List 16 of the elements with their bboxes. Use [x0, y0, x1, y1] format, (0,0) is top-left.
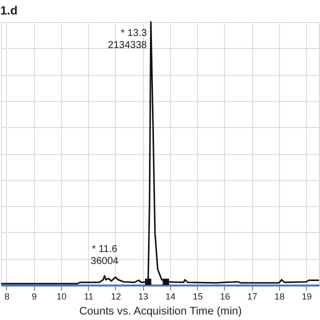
x-tick-label: 11	[84, 292, 94, 302]
annotation: * 11.6 36004	[90, 244, 119, 267]
x-tick-label: 16	[220, 292, 230, 302]
chart-title: 1.d	[0, 3, 18, 18]
x-tick-label: 9	[32, 292, 37, 302]
x-tick-label: 18	[274, 292, 284, 302]
x-tick-label: 8	[4, 292, 10, 302]
x-tick-label: 19	[302, 292, 312, 302]
x-tick-label: 12	[110, 292, 121, 302]
annotation: * 13.3 2134338	[108, 28, 148, 51]
x-tick-label: 15	[192, 292, 203, 302]
x-tick-label: 14	[165, 292, 176, 302]
x-axis-title: Counts vs. Acquisition Time (min)	[79, 306, 242, 318]
x-tick-label: 17	[247, 292, 258, 302]
x-tick-label: 10	[56, 292, 66, 302]
x-tick-label: 13	[138, 292, 148, 302]
